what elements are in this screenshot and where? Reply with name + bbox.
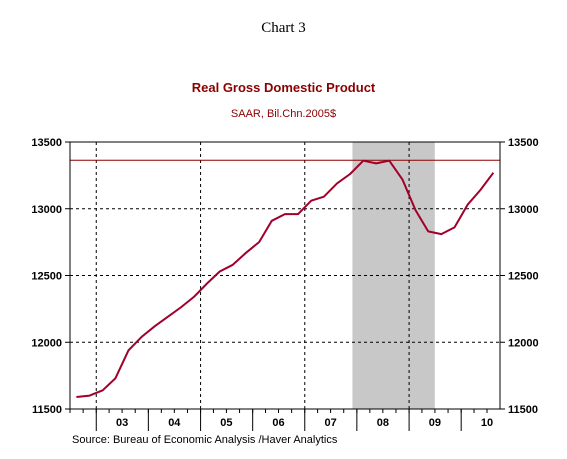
chart-title: Real Gross Domestic Product	[191, 80, 376, 95]
y-axis-layer: 11500 11500 12000 12000 12500 12500 13000 13000…	[31, 137, 538, 416]
series-layer	[76, 159, 495, 398]
y-tick-label-right: 13500	[508, 137, 539, 149]
y-tick-label-right: 13000	[508, 204, 539, 216]
gridlines-layer	[70, 142, 500, 409]
x-tick-label: 10	[481, 417, 493, 429]
plot-frame	[69, 141, 501, 410]
chart-subtitle: SAAR, Bil.Chn.2005$	[230, 108, 337, 120]
x-tick-label: 06	[272, 417, 284, 429]
x-axis-layer: 03 04 05 06 07 08 09 10	[69, 409, 493, 431]
page-title: Chart 3	[261, 20, 306, 36]
y-tick-label-left: 13500	[31, 137, 62, 149]
y-tick-label-right: 12500	[508, 271, 539, 283]
x-tick-label: 08	[377, 417, 389, 429]
y-tick-label-left: 13000	[31, 204, 62, 216]
y-tick-label-left: 12000	[31, 337, 62, 349]
y-tick-label-right: 11500	[508, 404, 538, 416]
x-tick-label: 05	[220, 417, 232, 429]
x-tick-label: 03	[116, 417, 128, 429]
plot-frame-layer	[69, 141, 501, 410]
series-line	[76, 159, 495, 398]
y-tick-label-left: 12500	[31, 271, 62, 283]
x-tick-label: 09	[429, 417, 441, 429]
source-note: Source: Bureau of Economic Analysis /Hav…	[72, 434, 338, 446]
y-tick-label-left: 11500	[32, 404, 62, 416]
x-tick-label: 04	[168, 417, 181, 429]
x-tick-label: 07	[324, 417, 336, 429]
y-tick-label-right: 12000	[508, 337, 539, 349]
